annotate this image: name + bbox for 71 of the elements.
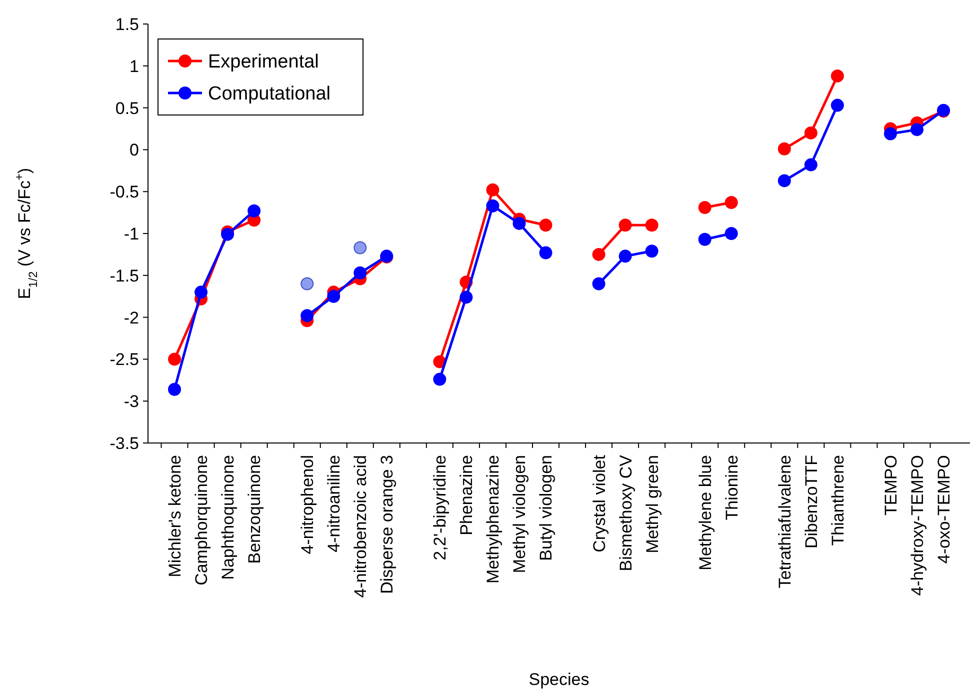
y-tick-label: 1 xyxy=(130,56,139,76)
x-tick-label: Thionine xyxy=(722,455,742,520)
x-tick-label: Phenazine xyxy=(457,455,476,536)
x-tick-label: Thianthrene xyxy=(828,455,848,546)
x-tick-label: Tetrathiafulvalene xyxy=(775,455,794,588)
point xyxy=(300,309,314,322)
y-tick-label: -0.5 xyxy=(110,182,139,202)
y-tick-label: -2.5 xyxy=(110,350,139,370)
point xyxy=(539,246,552,260)
point xyxy=(804,158,818,172)
point xyxy=(194,286,208,299)
x-tick-label: 2,2'-bipyridine xyxy=(430,455,450,560)
point xyxy=(221,228,234,241)
point xyxy=(354,266,367,280)
point xyxy=(486,199,500,212)
point xyxy=(884,127,897,140)
point xyxy=(830,98,844,112)
point xyxy=(512,216,526,230)
point xyxy=(168,382,182,396)
x-tick-label: TEMPO xyxy=(881,455,900,516)
x-tick-label: 4-hydroxy-TEMPO xyxy=(908,455,927,596)
y-tick-label: 0 xyxy=(130,140,139,160)
point xyxy=(778,174,791,188)
point xyxy=(592,277,606,290)
point xyxy=(486,183,500,196)
point xyxy=(539,218,552,232)
x-tick-label: 4-oxo-TEMPO xyxy=(934,455,954,564)
x-tick-label: Methylene blue xyxy=(696,455,715,570)
y-tick-label: -2 xyxy=(124,308,139,328)
x-tick-label: Michler's ketone xyxy=(166,455,185,578)
point xyxy=(618,250,632,263)
point xyxy=(618,218,632,232)
x-tick-label: Naphthoquinone xyxy=(218,455,238,580)
x-tick-label: Butyl viologen xyxy=(536,455,556,561)
y-tick-label: 0.5 xyxy=(115,98,139,118)
point xyxy=(248,204,261,218)
point xyxy=(698,232,712,246)
x-tick-label: 4-nitroaniline xyxy=(324,455,344,552)
y-tick-label: -3.5 xyxy=(110,434,139,453)
x-tick-label: 4-nitrophenol xyxy=(298,455,318,554)
legend-label: Experimental xyxy=(208,52,319,73)
x-tick-label: Camphorquinone xyxy=(192,455,212,586)
point xyxy=(433,372,446,386)
point xyxy=(645,218,658,232)
point xyxy=(724,196,738,209)
x-tick-label: Methylphenazine xyxy=(484,455,503,584)
point xyxy=(804,126,818,140)
point xyxy=(698,201,712,214)
point xyxy=(724,227,738,240)
x-axis-title: Species xyxy=(528,670,590,689)
y-tick-label: -1.5 xyxy=(110,266,139,286)
y-tick-label: 1.5 xyxy=(115,14,139,34)
point xyxy=(645,244,658,258)
x-tick-label: Bismethoxy CV xyxy=(616,454,636,572)
x-tick-label: DibenzoTTF xyxy=(802,455,821,549)
point xyxy=(327,290,340,303)
point xyxy=(460,290,473,304)
point xyxy=(910,123,924,136)
point xyxy=(778,142,791,156)
x-tick-label: 4-nitrobenzoic acid xyxy=(351,455,370,598)
legend-label: Computational xyxy=(208,84,331,105)
x-tick-label: Benzoquinone xyxy=(245,455,264,564)
x-tick-label: Disperse orange 3 xyxy=(378,455,397,594)
y-tick-label: -3 xyxy=(124,392,139,412)
x-tick-label: Crystal violet xyxy=(590,454,609,552)
point xyxy=(830,69,844,82)
point xyxy=(592,248,606,261)
x-tick-label: Methyl green xyxy=(642,455,662,554)
y-tick-label: -1 xyxy=(124,224,139,244)
x-tick-label: Methyl viologen xyxy=(510,455,530,574)
point xyxy=(168,352,182,366)
